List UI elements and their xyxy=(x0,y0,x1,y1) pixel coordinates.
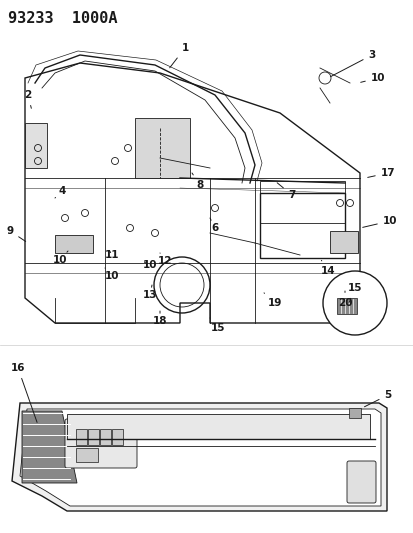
Text: 5: 5 xyxy=(363,390,391,407)
Text: 15: 15 xyxy=(209,318,225,333)
Text: 93233  1000A: 93233 1000A xyxy=(8,11,117,26)
Text: 10: 10 xyxy=(52,251,68,265)
Text: 3: 3 xyxy=(330,50,375,77)
Text: 17: 17 xyxy=(367,168,394,178)
FancyBboxPatch shape xyxy=(67,414,369,439)
FancyBboxPatch shape xyxy=(112,429,123,445)
Text: 10: 10 xyxy=(142,260,157,270)
FancyBboxPatch shape xyxy=(135,118,190,178)
Text: 7: 7 xyxy=(276,183,295,200)
Text: 20: 20 xyxy=(337,291,351,308)
FancyBboxPatch shape xyxy=(55,235,93,253)
Text: 15: 15 xyxy=(347,283,361,302)
Text: 4: 4 xyxy=(55,186,66,198)
Text: 10: 10 xyxy=(362,216,396,228)
Polygon shape xyxy=(12,403,386,511)
Text: 10: 10 xyxy=(104,268,119,281)
Polygon shape xyxy=(22,411,77,483)
FancyBboxPatch shape xyxy=(76,429,87,445)
Text: 12: 12 xyxy=(157,253,172,266)
Text: 11: 11 xyxy=(104,250,119,260)
FancyBboxPatch shape xyxy=(76,448,98,462)
FancyBboxPatch shape xyxy=(88,429,99,445)
Text: 16: 16 xyxy=(11,363,37,422)
FancyBboxPatch shape xyxy=(346,461,375,503)
Text: 13: 13 xyxy=(142,285,157,300)
Text: 6: 6 xyxy=(209,218,218,233)
FancyBboxPatch shape xyxy=(25,123,47,168)
Text: 14: 14 xyxy=(320,260,335,276)
FancyBboxPatch shape xyxy=(65,419,137,468)
Text: 2: 2 xyxy=(24,90,31,108)
Text: 1: 1 xyxy=(169,43,188,68)
FancyBboxPatch shape xyxy=(329,231,357,253)
Text: 19: 19 xyxy=(263,293,282,308)
Polygon shape xyxy=(20,409,380,506)
Circle shape xyxy=(322,271,386,335)
FancyBboxPatch shape xyxy=(348,408,360,418)
FancyBboxPatch shape xyxy=(100,429,111,445)
Text: 10: 10 xyxy=(360,73,385,83)
Text: 18: 18 xyxy=(152,311,167,326)
FancyBboxPatch shape xyxy=(336,298,356,314)
Text: 9: 9 xyxy=(7,226,26,241)
Text: 8: 8 xyxy=(192,173,203,190)
